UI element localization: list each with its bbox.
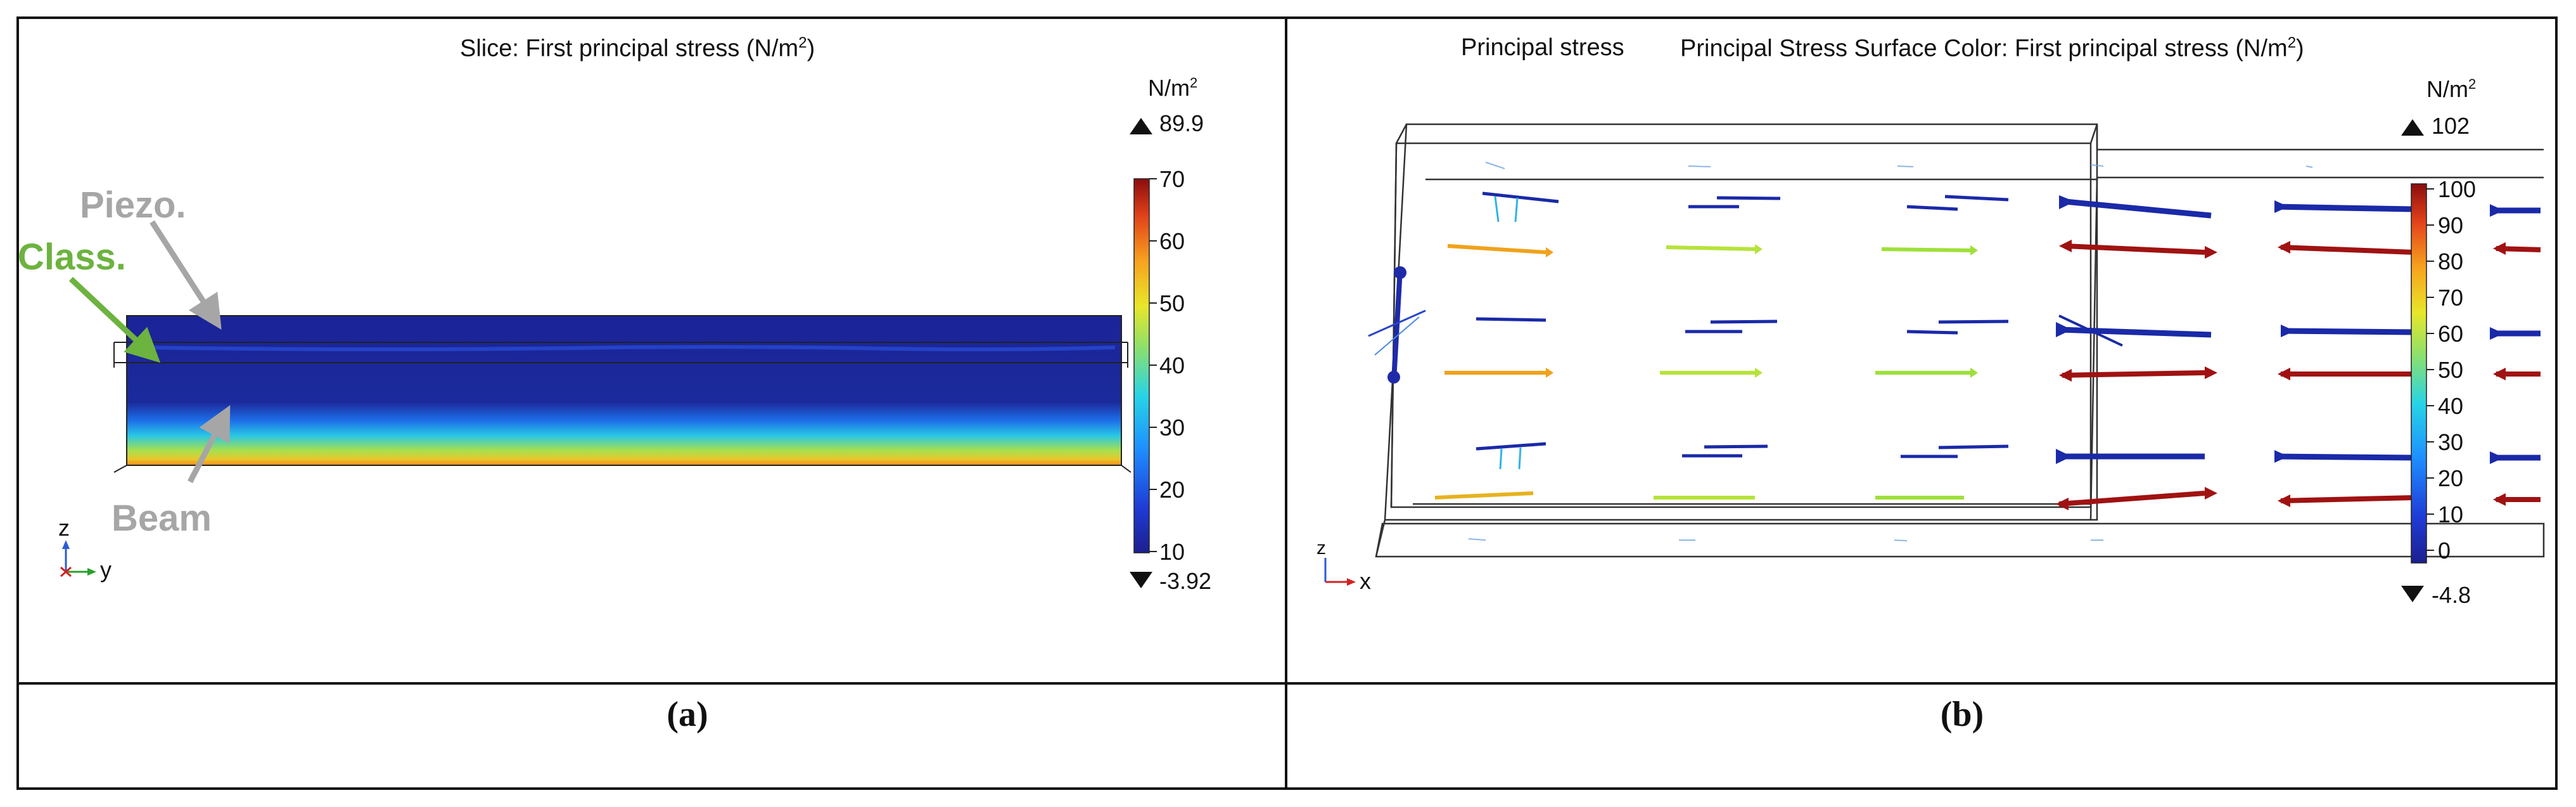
panel-a-title: Slice: First principal stress (N/m2) [460, 34, 815, 62]
colorbar-b-tick: 50 [2438, 357, 2464, 383]
colorbar-a-tick: 40 [1159, 352, 1185, 378]
beam-pointer-arrow [188, 405, 231, 484]
min-triangle-b [2401, 586, 2424, 602]
colorbar-b-tick: 30 [2438, 429, 2464, 455]
colorbar-b-tick: 70 [2438, 285, 2464, 311]
colorbar-b-tick: 40 [2438, 393, 2464, 419]
wireframe-beam [1375, 123, 2545, 558]
axis-a-y-label: y [100, 557, 112, 583]
max-triangle-a [1130, 118, 1152, 134]
class-annotation: Class. [18, 236, 126, 278]
panel-b-title-left: Principal stress [1461, 34, 1624, 61]
axis-triad-a [60, 540, 96, 578]
panel-divider-vertical [1285, 16, 1287, 790]
colorbar-b-max: 102 [2432, 113, 2470, 139]
class-pointer-arrow [68, 276, 161, 363]
caption-b: (b) [1940, 695, 1984, 734]
min-triangle-a [1130, 572, 1152, 588]
colorbar-b-tick: 60 [2438, 321, 2464, 347]
colorbar-a-unit: N/m2 [1148, 75, 1198, 101]
beam-slice [127, 316, 1121, 465]
piezo-annotation: Piezo. [80, 184, 186, 226]
heavy-red-arrows [2058, 243, 2541, 507]
colorbar-b [2411, 183, 2427, 564]
panel-a-plot [60, 118, 1157, 588]
colorbar-b-tick: 0 [2438, 538, 2451, 564]
panel-b-plot [1324, 119, 2545, 602]
colorbar-a [1133, 178, 1150, 553]
colorbar-b-tick: 80 [2438, 249, 2464, 274]
max-triangle-b [2401, 119, 2424, 136]
axis-a-z-label: z [58, 515, 70, 541]
caption-a: (a) [666, 695, 708, 734]
colorbar-b-tick: 20 [2438, 465, 2464, 491]
colorbar-a-tick: 30 [1159, 415, 1185, 441]
colorbar-a-tick: 50 [1159, 290, 1185, 316]
axis-b-z-label: z [1317, 538, 1326, 558]
colorbar-a-min: -3.92 [1159, 568, 1212, 594]
colorbar-b-tick: 10 [2438, 501, 2464, 527]
beam-annotation: Beam [112, 498, 212, 539]
colorbar-a-tick: 70 [1159, 166, 1185, 192]
caption-divider [16, 682, 2558, 685]
colorbar-b-min: -4.8 [2432, 582, 2471, 608]
colorbar-b-tick: 90 [2438, 212, 2464, 238]
colorbar-a-tick: 10 [1159, 539, 1185, 565]
colorbar-b-tick: 100 [2438, 176, 2477, 202]
panel-b-title-right: Principal Stress Surface Color: First pr… [1680, 34, 2304, 62]
axis-triad-b [1324, 558, 1356, 586]
heavy-blue-arrows [2058, 198, 2541, 461]
colorbar-a-max: 89.9 [1159, 110, 1204, 136]
colorbar-a-tick: 60 [1159, 228, 1185, 254]
colorbar-b-unit: N/m2 [2426, 76, 2477, 102]
axis-b-x-label: x [1360, 568, 1371, 594]
blue-arrows-cols-1-3 [1476, 191, 2009, 458]
mid-stress-arrows [1434, 244, 1971, 500]
colorbar-a-tick: 20 [1159, 477, 1185, 503]
piezo-pointer-arrow [150, 220, 222, 330]
